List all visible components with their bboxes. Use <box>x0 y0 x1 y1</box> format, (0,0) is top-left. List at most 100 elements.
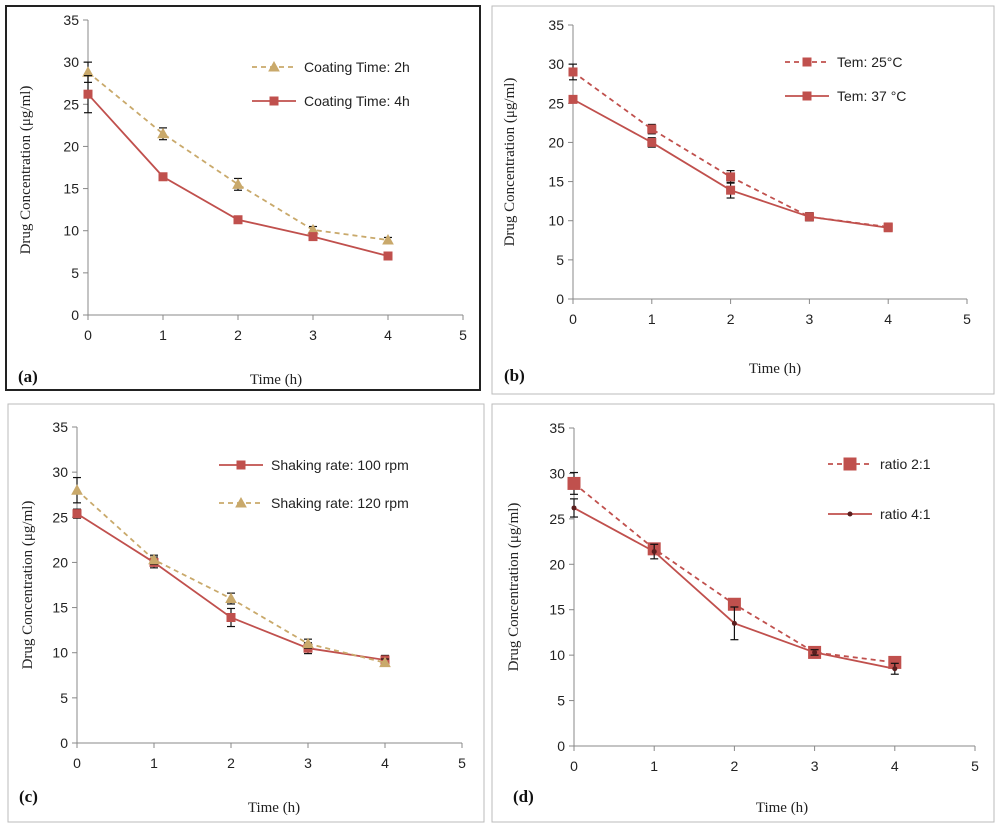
data-point <box>812 649 818 655</box>
x-tick-label: 0 <box>84 327 92 343</box>
y-tick-label: 30 <box>548 56 564 72</box>
x-tick-label: 5 <box>459 327 467 343</box>
y-axis-label: Drug Concentration (μg/ml) <box>18 86 34 255</box>
data-point <box>83 89 93 99</box>
y-tick-label: 35 <box>548 17 564 33</box>
x-tick-label: 3 <box>309 327 317 343</box>
legend-marker <box>269 96 279 106</box>
y-tick-label: 10 <box>52 645 68 661</box>
y-tick-label: 20 <box>549 556 565 572</box>
y-tick-label: 10 <box>63 223 79 239</box>
x-tick-label: 4 <box>384 327 392 343</box>
series-2: Tem: 37 °C <box>568 88 906 233</box>
y-tick-label: 30 <box>52 464 68 480</box>
x-tick-label: 2 <box>227 755 235 771</box>
data-point <box>726 185 736 195</box>
y-tick-label: 5 <box>60 690 68 706</box>
legend-label: Tem: 25°C <box>837 54 903 70</box>
data-point <box>148 553 160 565</box>
data-point <box>225 592 237 604</box>
x-tick-label: 2 <box>727 311 735 327</box>
chart-panel-4: 0 5 10 15 20 25 30 35 0 1 2 3 4 5 Time (h) Drug Concent… <box>491 403 995 823</box>
x-tick-label: 1 <box>650 758 658 774</box>
y-tick-label: 25 <box>548 95 564 111</box>
legend-marker <box>847 511 853 517</box>
data-point <box>232 178 244 189</box>
y-tick-label: 15 <box>549 602 565 618</box>
data-point <box>571 505 577 511</box>
data-point <box>647 137 657 147</box>
chart-panel-1: 0 5 10 15 20 25 30 35 0 1 2 3 4 5 Time (h) Drug Concent… <box>5 5 481 391</box>
data-point <box>302 637 314 649</box>
x-tick-label: 5 <box>971 758 979 774</box>
data-point <box>379 656 391 668</box>
y-tick-label: 5 <box>556 252 564 268</box>
panel-letter: (a) <box>18 367 38 386</box>
x-tick-label: 3 <box>811 758 819 774</box>
panel-frame <box>491 5 995 395</box>
y-axis-label: Drug Concentration (μg/ml) <box>506 503 522 672</box>
x-tick-label: 5 <box>963 311 971 327</box>
y-tick-label: 15 <box>63 181 79 197</box>
x-tick-label: 0 <box>73 755 81 771</box>
x-tick-label: 3 <box>304 755 312 771</box>
data-point <box>568 67 578 77</box>
panel-frame <box>491 403 995 823</box>
legend-label: ratio 2:1 <box>880 456 931 472</box>
x-tick-label: 4 <box>381 755 389 771</box>
y-tick-label: 15 <box>52 600 68 616</box>
y-tick-label: 35 <box>549 420 565 436</box>
data-point <box>883 223 893 233</box>
data-point <box>382 233 394 245</box>
x-tick-label: 0 <box>569 311 577 327</box>
y-tick-label: 15 <box>548 174 564 190</box>
x-tick-label: 0 <box>570 758 578 774</box>
data-point <box>568 94 578 104</box>
x-axis-label: Time (h) <box>749 361 801 377</box>
y-tick-label: 0 <box>556 291 564 307</box>
data-point <box>308 232 318 242</box>
y-axis-label: Drug Concentration (μg/ml) <box>502 78 518 247</box>
legend-marker <box>268 60 280 72</box>
series-2: Shaking rate: 120 rpm <box>71 476 409 668</box>
data-point <box>226 613 236 623</box>
x-axis-label: Time (h) <box>248 800 300 816</box>
data-point <box>71 484 83 495</box>
x-tick-label: 5 <box>458 755 466 771</box>
y-tick-label: 0 <box>60 735 68 751</box>
x-tick-label: 2 <box>234 327 242 343</box>
legend-label: Coating Time: 4h <box>304 93 410 109</box>
x-tick-label: 1 <box>159 327 167 343</box>
y-tick-label: 25 <box>52 509 68 525</box>
y-tick-label: 20 <box>63 138 79 154</box>
data-point <box>804 212 814 222</box>
data-point <box>383 251 393 261</box>
x-axis-label: Time (h) <box>250 372 302 388</box>
y-tick-label: 0 <box>71 307 79 323</box>
panel-letter: (d) <box>513 787 534 806</box>
panel-frame <box>7 403 485 823</box>
data-point <box>892 666 898 672</box>
chart-panel-3: 0 5 10 15 20 25 30 35 0 1 2 3 4 5 Time (h) Drug Concent… <box>7 403 485 823</box>
y-axis-label: Drug Concentration (μg/ml) <box>20 501 36 670</box>
data-point <box>72 509 82 519</box>
panel-letter: (b) <box>504 366 525 385</box>
x-tick-label: 3 <box>806 311 814 327</box>
legend-marker <box>235 496 247 508</box>
y-tick-label: 20 <box>52 554 68 570</box>
y-tick-label: 35 <box>63 12 79 28</box>
legend-label: ratio 4:1 <box>880 506 931 522</box>
data-point <box>567 476 581 490</box>
data-point <box>651 549 657 555</box>
legend-label: Shaking rate: 100 rpm <box>271 457 409 473</box>
x-tick-label: 1 <box>648 311 656 327</box>
y-tick-label: 10 <box>549 647 565 663</box>
x-tick-label: 4 <box>884 311 892 327</box>
legend-marker <box>802 91 812 101</box>
x-tick-label: 2 <box>731 758 739 774</box>
legend-label: Coating Time: 2h <box>304 59 410 75</box>
y-tick-label: 25 <box>549 511 565 527</box>
y-tick-label: 25 <box>63 96 79 112</box>
data-point <box>731 620 737 626</box>
